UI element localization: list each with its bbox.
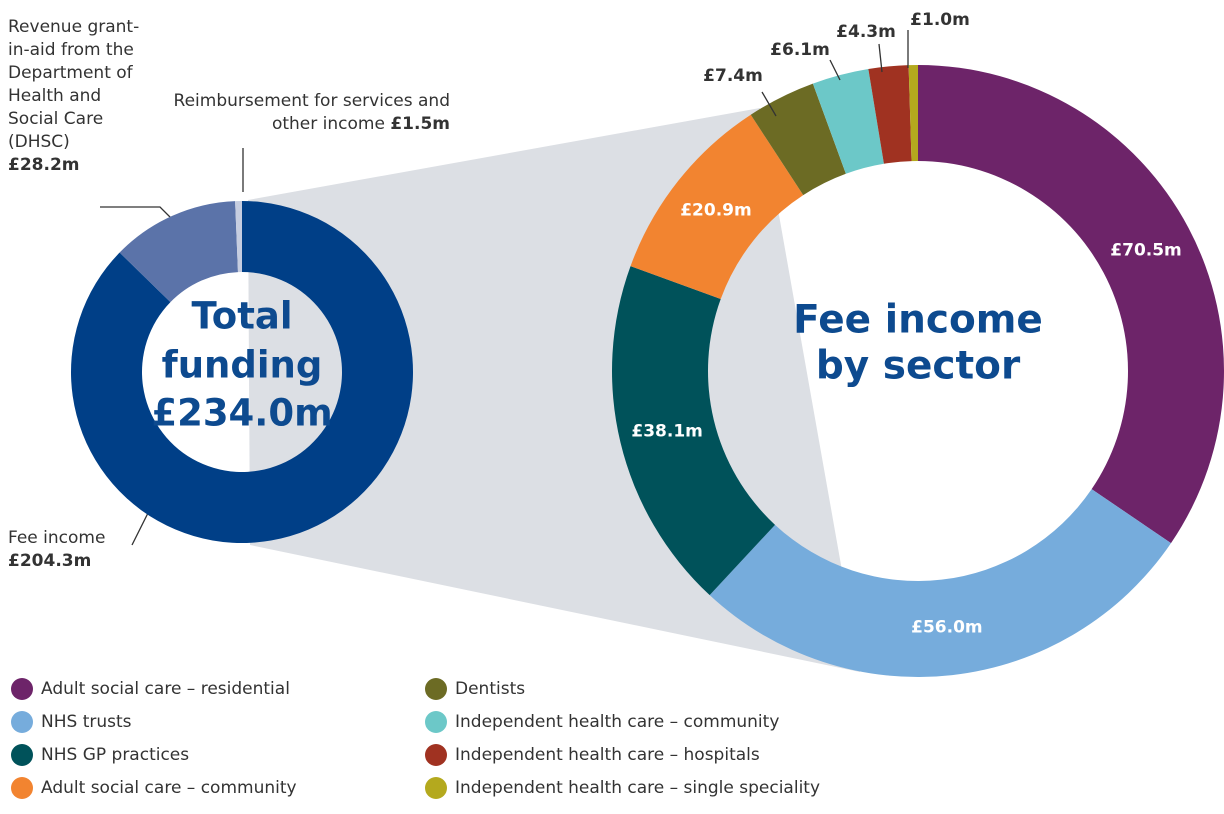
slice — [235, 201, 242, 273]
slice — [812, 69, 884, 174]
slice — [611, 266, 776, 596]
legend-swatch — [11, 777, 33, 799]
value-label: £70.5m — [1110, 240, 1182, 260]
value-label: £1.0m — [910, 10, 970, 30]
category-label: Reimbursement for services and other inc… — [173, 91, 450, 134]
slice — [868, 65, 912, 164]
slice — [70, 201, 413, 544]
center-label: Fee income — [793, 298, 1043, 343]
legend-swatch — [425, 744, 447, 766]
slice — [918, 65, 1224, 544]
legend-swatch — [11, 744, 33, 766]
slice-label: Reimbursement for services and other inc… — [168, 90, 450, 136]
slice — [908, 65, 918, 162]
value-label: £56.0m — [911, 617, 983, 637]
value-label: £204.3m — [8, 551, 92, 571]
legend-label: Adult social care – community — [41, 778, 297, 798]
legend-label: Independent health care – single special… — [455, 778, 820, 798]
legend-swatch — [11, 711, 33, 733]
slice — [630, 114, 804, 300]
legend-label: Independent health care – community — [455, 712, 779, 732]
value-label: £7.4m — [703, 66, 763, 86]
center-label: £234.0m — [151, 392, 332, 435]
value-label: £28.2m — [8, 155, 80, 175]
slice-label: Fee income £204.3m — [8, 527, 168, 573]
value-label: £1.5m — [390, 114, 450, 134]
legend-swatch — [425, 711, 447, 733]
center-label: Total — [191, 295, 292, 338]
slice — [709, 489, 1171, 678]
legend-label: NHS GP practices — [41, 745, 189, 765]
legend-label: Adult social care – residential — [41, 679, 290, 699]
leader-line — [761, 91, 777, 117]
slice-label: Revenue grant-in-aid from the Department… — [8, 16, 156, 177]
legend-swatch — [425, 678, 447, 700]
value-label: £20.9m — [680, 201, 752, 221]
legend-label: Independent health care – hospitals — [455, 745, 760, 765]
value-label: £38.1m — [631, 421, 703, 441]
legend-swatch — [11, 678, 33, 700]
center-label: by sector — [816, 344, 1021, 389]
category-label: Revenue grant-in-aid from the Department… — [8, 17, 140, 152]
center-label: funding — [162, 344, 323, 387]
slice — [119, 201, 238, 303]
value-label: £6.1m — [770, 40, 830, 60]
leader-line — [829, 59, 841, 81]
legend-label: NHS trusts — [41, 712, 132, 732]
value-label: £4.3m — [836, 22, 896, 42]
leader-line — [878, 43, 883, 73]
category-label: Fee income — [8, 528, 106, 548]
slice — [750, 83, 846, 196]
legend-swatch — [425, 777, 447, 799]
legend-label: Dentists — [455, 679, 525, 699]
